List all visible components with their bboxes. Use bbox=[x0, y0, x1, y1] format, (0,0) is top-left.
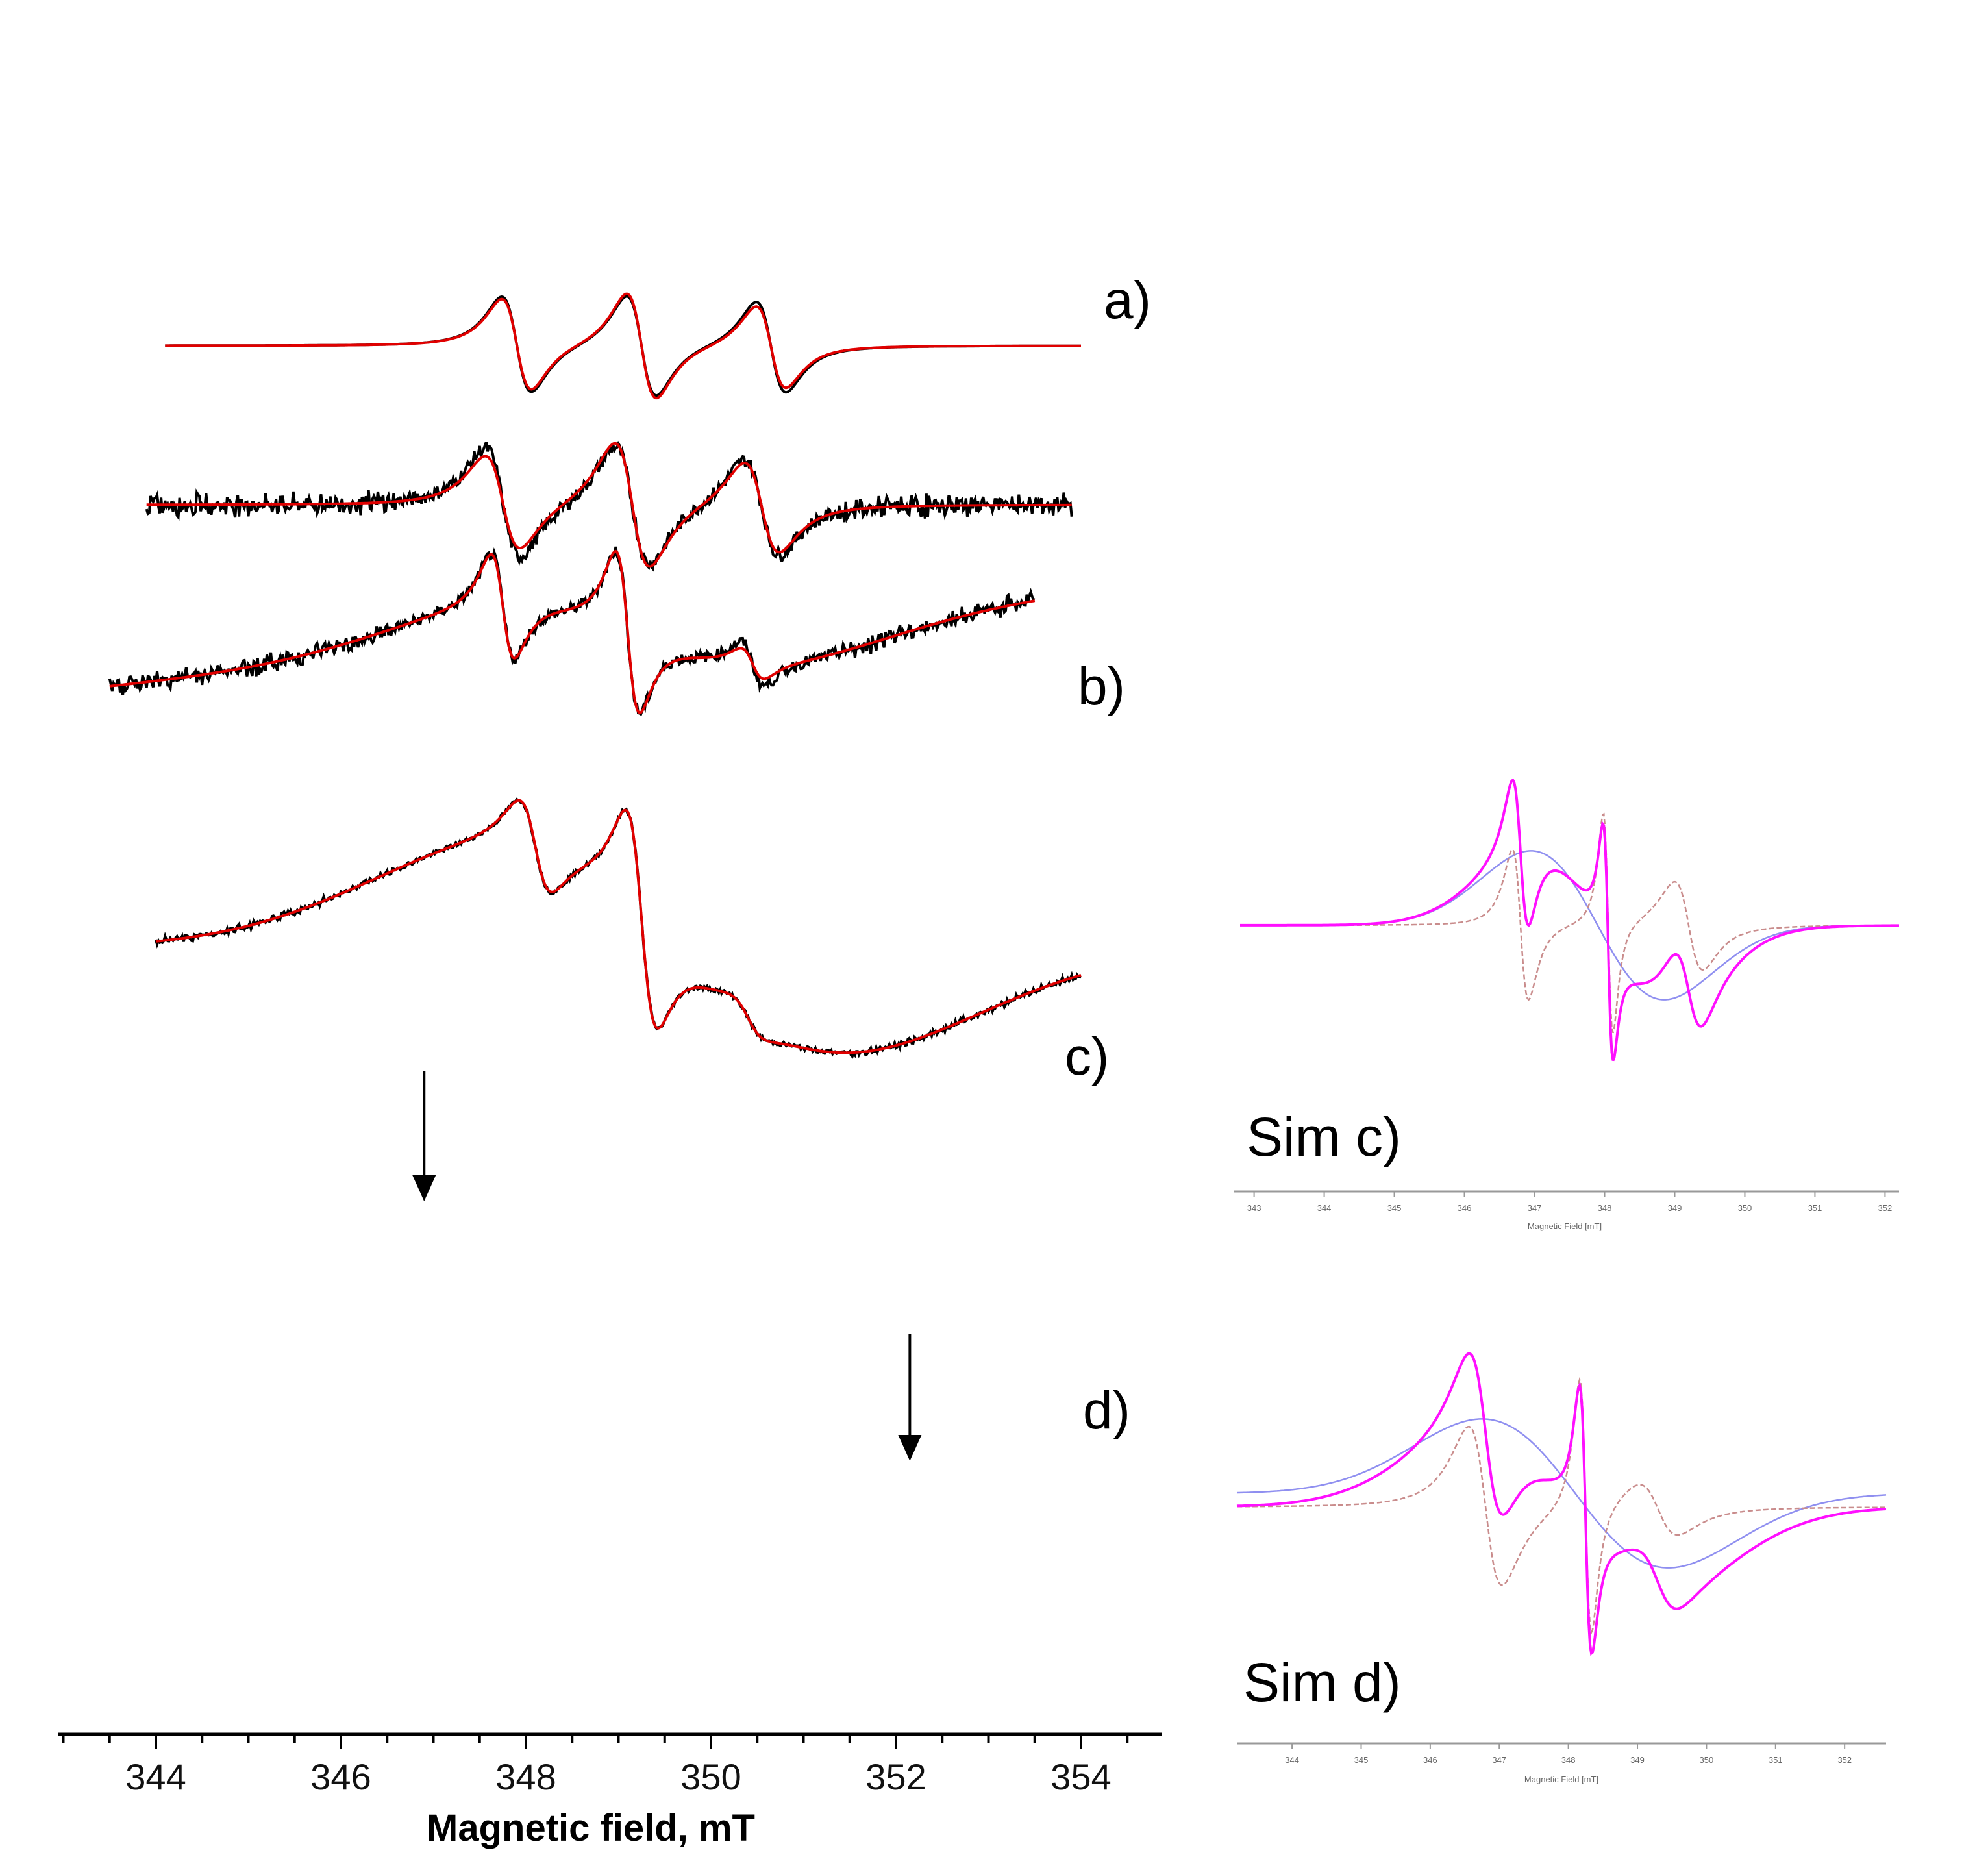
trace-label-c: c) bbox=[1065, 1027, 1109, 1086]
sim-c-tick-label: 347 bbox=[1528, 1203, 1542, 1213]
trace-label-b: b) bbox=[1078, 657, 1125, 716]
x-axis-title: Magnetic field, mT bbox=[427, 1807, 755, 1849]
trace-2-fit bbox=[109, 549, 1036, 715]
sim-c-tick-label: 350 bbox=[1738, 1203, 1752, 1213]
x-tick-label: 348 bbox=[495, 1756, 556, 1797]
x-tick-label: 354 bbox=[1050, 1756, 1111, 1797]
sim-c-tick-label: 348 bbox=[1598, 1203, 1612, 1213]
sim-c-tick-label: 343 bbox=[1247, 1203, 1261, 1213]
sim-d-tick-label: 346 bbox=[1423, 1755, 1437, 1765]
trace-label-d: d) bbox=[1083, 1381, 1130, 1440]
sim-d-tick-label: 347 bbox=[1492, 1755, 1506, 1765]
sim-c-curves bbox=[1240, 778, 1899, 1062]
inset-sim-c: 343 344 345 346 347 348 349 350 351 352 Magnetic … bbox=[1234, 778, 1899, 1231]
sim-c-tick-label: 346 bbox=[1458, 1203, 1472, 1213]
sim-d-tick-label: 350 bbox=[1700, 1755, 1714, 1765]
trace-label-a: a) bbox=[1104, 271, 1151, 330]
x-tick-label: 352 bbox=[865, 1756, 926, 1797]
sim-d-tick-label: 344 bbox=[1285, 1755, 1299, 1765]
sim-c-tick-label: 345 bbox=[1387, 1203, 1402, 1213]
sim-d-tick-label: 348 bbox=[1561, 1755, 1576, 1765]
trace-0-fit bbox=[165, 292, 1081, 400]
sim-d-tick-label: 345 bbox=[1354, 1755, 1369, 1765]
x-tick-label: 350 bbox=[680, 1756, 741, 1797]
sim-d-tick-label: 351 bbox=[1769, 1755, 1783, 1765]
trace-1-experiment bbox=[145, 440, 1073, 572]
sim-d-label: Sim d) bbox=[1243, 1652, 1401, 1713]
arrow-1-head bbox=[898, 1435, 922, 1461]
x-tick-label: 346 bbox=[310, 1756, 371, 1797]
sim-d-total-curve bbox=[1236, 1352, 1887, 1656]
x-tick-label: 344 bbox=[125, 1756, 186, 1797]
trace-labels: a) b) c) d) bbox=[1065, 271, 1151, 1440]
sim-c-total-curve bbox=[1240, 778, 1899, 1062]
inset-sim-d: 344 345 346 347 348 349 350 351 352 Magnetic Fie… bbox=[1236, 1352, 1887, 1784]
x-axis-ticks: 344 346 348 350 352 354 bbox=[62, 1734, 1129, 1797]
main-traces bbox=[108, 292, 1082, 1059]
sim-c-tick-label: 349 bbox=[1668, 1203, 1682, 1213]
x-axis: 344 346 348 350 352 354 bbox=[58, 1732, 1162, 1797]
main-epr-plot: a) b) c) d) 344 346 348 350 352 354 Magnetic … bbox=[58, 271, 1162, 1849]
sim-c-tick-label: 351 bbox=[1808, 1203, 1822, 1213]
sim-d-tick-label: 352 bbox=[1837, 1755, 1852, 1765]
sim-c-axis-title: Magnetic Field [mT] bbox=[1528, 1221, 1602, 1231]
arrow-0-head bbox=[412, 1175, 436, 1201]
sim-d-tick-label: 349 bbox=[1630, 1755, 1645, 1765]
field-arrows bbox=[412, 1071, 922, 1461]
sim-c-tick-label: 344 bbox=[1317, 1203, 1332, 1213]
sim-c-ticks: 343 344 345 346 347 348 349 350 351 352 bbox=[1247, 1191, 1893, 1213]
sim-d-ticks: 344 345 346 347 348 349 350 351 352 bbox=[1285, 1743, 1852, 1765]
trace-1-fit bbox=[146, 442, 1072, 568]
trace-3-fit bbox=[155, 799, 1082, 1054]
sim-d-axis-title: Magnetic Field [mT] bbox=[1524, 1775, 1598, 1784]
sim-c-tick-label: 352 bbox=[1878, 1203, 1893, 1213]
sim-c-label: Sim c) bbox=[1247, 1106, 1401, 1167]
sim-d-curves bbox=[1236, 1352, 1887, 1656]
